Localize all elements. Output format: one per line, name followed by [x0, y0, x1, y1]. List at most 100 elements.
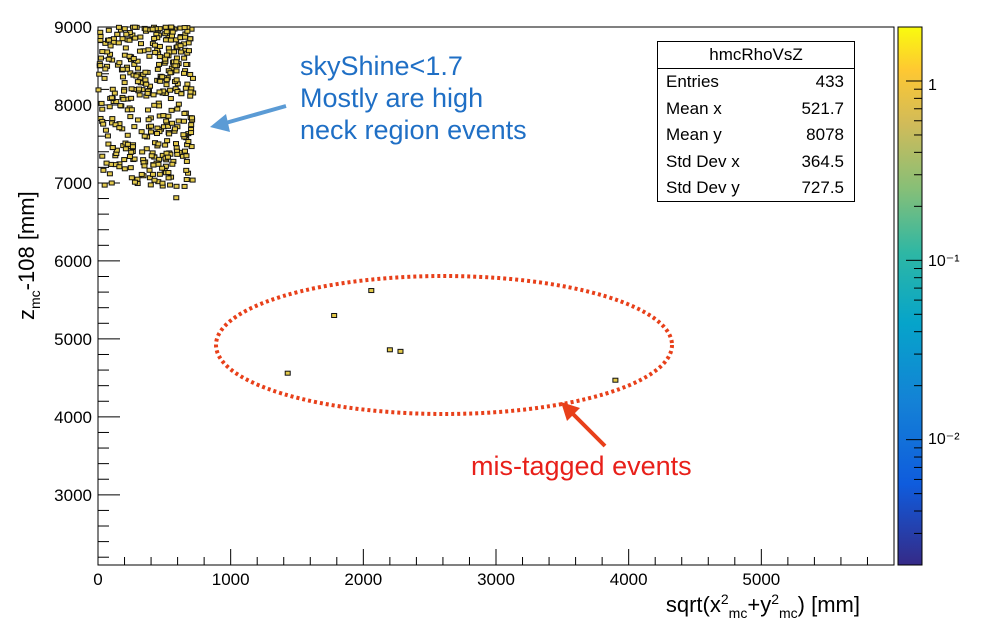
data-point — [166, 131, 173, 137]
data-point — [133, 73, 140, 79]
data-point — [162, 24, 169, 30]
data-point — [181, 110, 188, 116]
data-point — [149, 26, 156, 32]
mistagged-ellipse — [214, 274, 674, 416]
data-point — [188, 122, 195, 128]
data-point — [113, 99, 120, 105]
stats-value: 364.5 — [801, 151, 844, 171]
data-point — [136, 92, 143, 98]
data-point — [104, 49, 111, 55]
data-point — [127, 165, 134, 171]
data-point — [155, 141, 162, 147]
data-point — [163, 118, 170, 124]
annotation-line: Mostly are high — [300, 83, 484, 113]
data-point — [181, 70, 188, 76]
data-point — [175, 118, 182, 124]
data-point — [128, 107, 135, 113]
data-point — [188, 115, 195, 121]
data-point — [134, 79, 141, 85]
data-point — [97, 29, 104, 35]
data-point — [156, 61, 163, 67]
data-point — [105, 56, 112, 62]
data-point — [121, 88, 128, 94]
stats-row: Std Dev x 364.5 — [658, 149, 854, 176]
data-point — [128, 149, 135, 155]
data-point — [132, 35, 139, 41]
data-point — [183, 167, 190, 173]
data-point — [122, 146, 129, 152]
data-point — [175, 101, 182, 107]
data-point — [131, 156, 138, 162]
data-point — [131, 24, 138, 30]
data-point — [184, 81, 191, 87]
data-point — [163, 82, 170, 88]
data-point — [174, 106, 181, 112]
colorbar-ticks — [906, 26, 922, 566]
data-point — [112, 122, 119, 128]
data-point — [181, 25, 188, 31]
data-point — [151, 35, 158, 41]
data-point — [99, 49, 106, 55]
data-point — [183, 153, 190, 159]
stats-row: Mean x 521.7 — [658, 96, 854, 123]
data-point — [183, 177, 190, 183]
data-point — [100, 167, 107, 173]
data-point — [99, 106, 106, 112]
data-point — [121, 26, 128, 32]
data-point — [151, 102, 158, 108]
x-tick-label: 5000 — [742, 570, 780, 589]
data-point — [150, 162, 157, 168]
data-point — [183, 61, 190, 67]
data-point — [188, 130, 195, 136]
data-point — [145, 107, 152, 113]
data-point — [108, 180, 115, 186]
data-point — [149, 171, 156, 177]
data-point — [138, 171, 145, 177]
data-point — [148, 123, 155, 129]
data-point — [155, 161, 162, 167]
mistagged-annotation: mis-tagged events — [471, 451, 692, 481]
data-point — [97, 63, 104, 69]
stats-value: 8078 — [806, 125, 844, 144]
data-point — [187, 36, 194, 42]
y-tick-label: 6000 — [54, 252, 92, 271]
annotation-line: neck region events — [300, 115, 527, 145]
data-point — [111, 90, 118, 96]
data-point — [122, 45, 129, 51]
data-point — [96, 71, 103, 77]
y-tick-label: 5000 — [54, 330, 92, 349]
data-point — [121, 166, 128, 172]
data-point — [168, 107, 175, 113]
data-point — [128, 86, 135, 92]
data-point — [128, 95, 135, 101]
data-point — [173, 183, 180, 189]
data-point — [138, 129, 145, 135]
data-point — [139, 149, 146, 155]
stats-label: Mean x — [666, 98, 722, 118]
data-point — [141, 163, 148, 169]
data-point — [163, 52, 170, 58]
data-point — [159, 74, 166, 80]
blue-arrow — [221, 104, 287, 126]
data-point — [131, 124, 138, 130]
data-point — [102, 127, 109, 133]
data-point — [114, 31, 121, 37]
data-point — [177, 49, 184, 55]
data-point — [126, 154, 133, 160]
data-point — [116, 164, 123, 170]
blue-arrowhead — [210, 114, 230, 132]
data-point — [368, 288, 375, 294]
data-point — [105, 141, 112, 147]
data-point — [134, 58, 141, 64]
data-point — [156, 43, 163, 49]
stats-value: 433 — [815, 72, 844, 91]
data-point — [178, 91, 185, 97]
data-point — [187, 93, 194, 99]
colorbar-label-0.01: 10⁻² — [928, 431, 960, 448]
data-point — [189, 75, 196, 81]
data-point — [169, 29, 176, 35]
colorbar — [897, 26, 923, 566]
data-point — [107, 43, 114, 49]
stats-label: Mean y — [666, 125, 722, 144]
data-point — [101, 182, 108, 188]
